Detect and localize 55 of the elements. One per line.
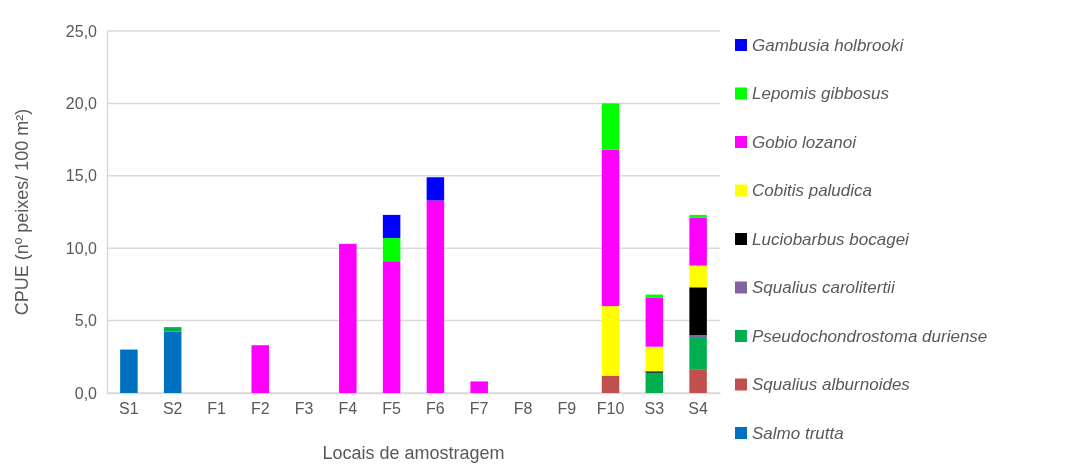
y-tick-label: 10,0	[65, 239, 98, 257]
x-tick-label: F7	[469, 400, 489, 418]
x-tick-label: F9	[557, 400, 577, 418]
legend-label: Lepomis gibbosus	[752, 84, 890, 104]
bar	[689, 337, 707, 370]
bar	[689, 265, 707, 288]
x-tick-label: S3	[644, 400, 665, 418]
bar	[601, 306, 620, 376]
bar	[601, 149, 620, 307]
bar	[645, 346, 664, 372]
y-tick-label: 5,0	[74, 312, 98, 330]
x-tick-label: S2	[162, 400, 183, 418]
bar	[120, 349, 138, 393]
bar	[251, 345, 270, 393]
x-tick-label: F2	[250, 400, 270, 418]
bar	[601, 103, 620, 150]
y-tick-label: 20,0	[65, 95, 98, 113]
y-tick-label: 0,0	[74, 384, 98, 402]
legend-label: Squalius alburnoides	[752, 375, 911, 395]
x-tick-label: F5	[382, 400, 402, 418]
x-tick-label: F3	[294, 400, 314, 418]
bar	[689, 214, 707, 218]
bar	[601, 375, 620, 393]
x-tick-label: F6	[426, 400, 445, 418]
bar	[426, 200, 445, 393]
x-tick-label: F8	[513, 400, 533, 418]
x-tick-label: F10	[596, 400, 625, 418]
bar	[689, 287, 707, 336]
bar	[689, 335, 707, 338]
y-tick-label: 15,0	[65, 167, 98, 185]
bar	[426, 177, 445, 201]
legend-label: Gambusia holbrooki	[752, 35, 905, 55]
x-tick-label: F1	[207, 400, 226, 418]
bar	[470, 381, 488, 393]
bar	[689, 217, 707, 266]
bar	[382, 214, 401, 239]
legend-label: Gobio lozanoi	[752, 132, 858, 152]
y-tick-label: 25,0	[65, 22, 98, 40]
x-tick-label: S1	[119, 400, 139, 418]
legend-label: Cobitis paludica	[752, 181, 873, 201]
x-tick-label: F4	[338, 400, 358, 418]
x-axis-title: Locais de amostragem	[322, 443, 505, 463]
bar	[689, 369, 707, 393]
bar	[382, 261, 401, 393]
y-axis-title: CPUE (nº peixes/ 100 m²)	[12, 108, 32, 316]
bar	[339, 243, 357, 393]
bar	[645, 372, 664, 393]
legend-label: Luciobarbus bocagei	[752, 229, 911, 249]
x-tick-label: S4	[688, 400, 708, 418]
legend-label: Salmo trutta	[752, 423, 844, 443]
legend-label: Pseudochondrostoma duriense	[752, 326, 988, 346]
bar	[382, 238, 401, 262]
bar	[163, 331, 182, 393]
bar	[645, 297, 664, 347]
legend-label: Squalius carolitertii	[752, 278, 896, 298]
